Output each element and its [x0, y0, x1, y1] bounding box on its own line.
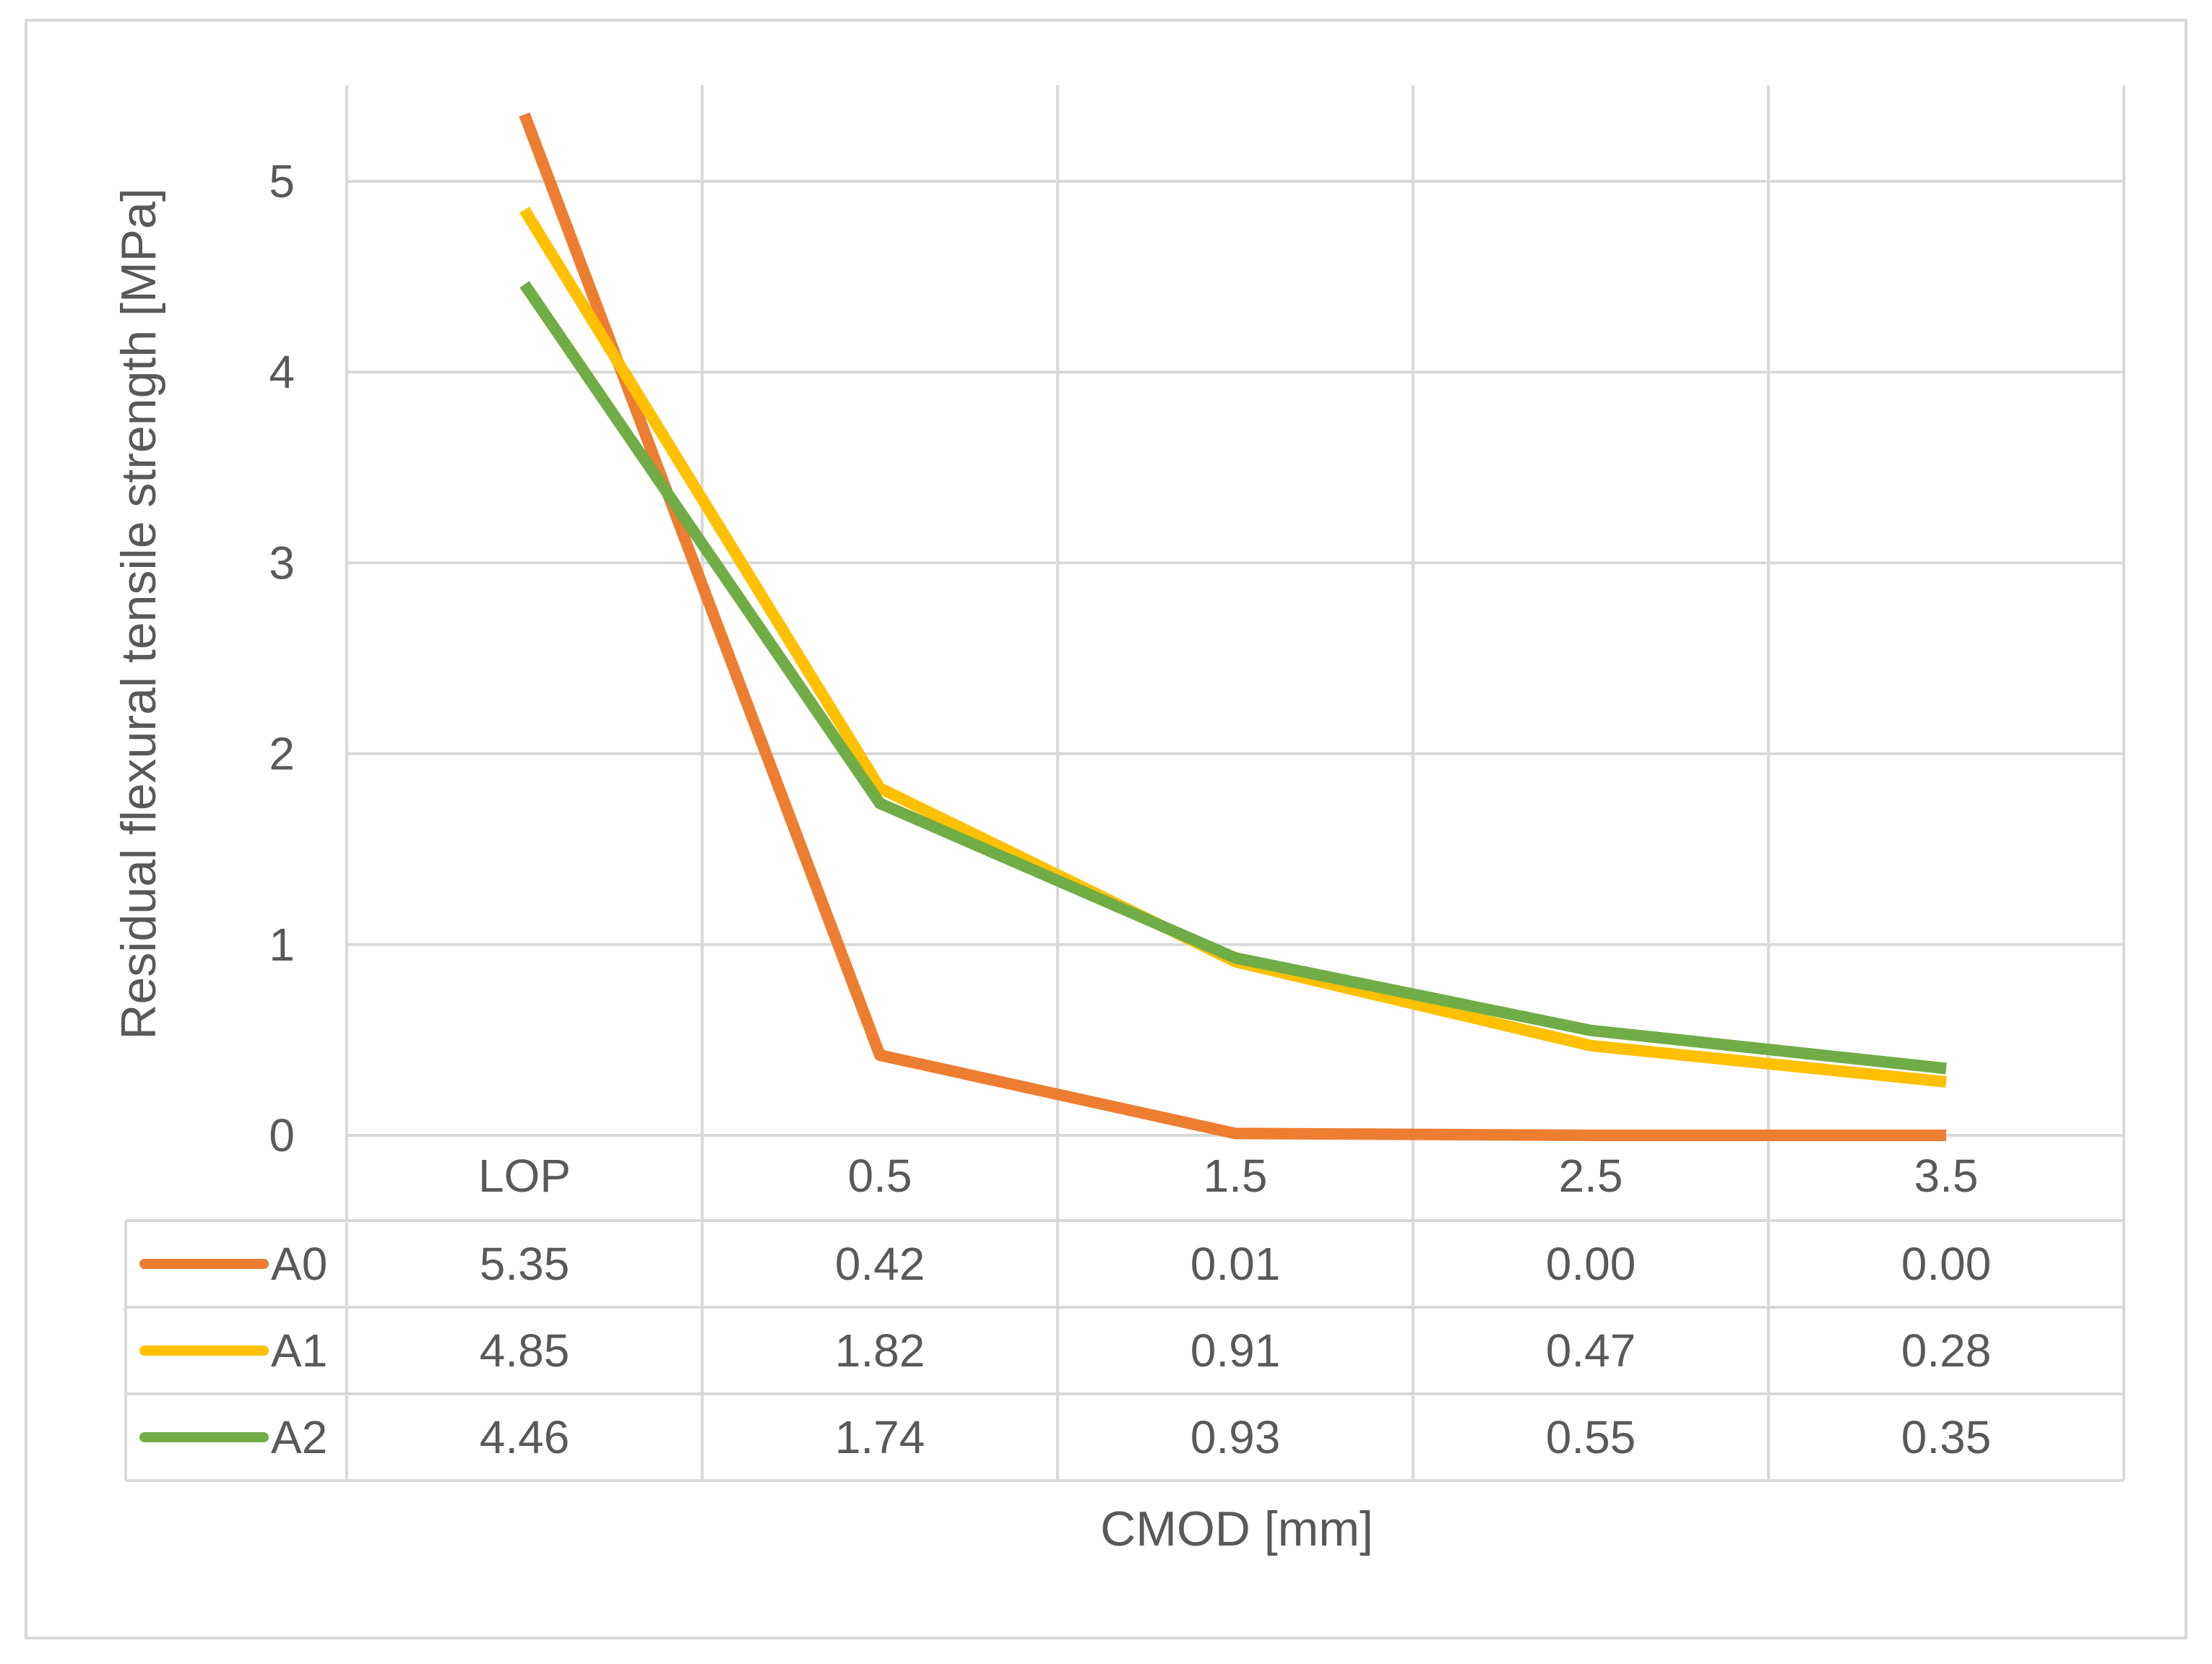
y-tick-label: 4 — [269, 346, 295, 398]
table-cell-value: 4.85 — [480, 1325, 570, 1377]
table-cell-value: 1.82 — [835, 1325, 925, 1377]
table-cell-value: 4.46 — [480, 1411, 570, 1463]
axis-labels: Residual flexural tensile strength [MPa]… — [111, 155, 1978, 1556]
y-tick-label: 2 — [269, 728, 295, 780]
table-cell-value: 1.74 — [835, 1411, 925, 1463]
y-axis-title: Residual flexural tensile strength [MPa] — [111, 188, 166, 1039]
series-line-a0 — [519, 112, 1946, 1141]
table-cell-value: 0.47 — [1546, 1325, 1636, 1377]
table-cell-value: 0.35 — [1901, 1411, 1992, 1463]
table-cell-value: 0.91 — [1191, 1325, 1281, 1377]
x-tick-label: 3.5 — [1914, 1150, 1979, 1202]
legend-label-a0: A0 — [271, 1238, 327, 1290]
data-table: A0 5.35 0.42 0.01 0.00 0.00 A1 4.85 1.82 0.91 0.47… — [124, 1219, 2124, 1482]
table-cell-value: 0.93 — [1191, 1411, 1281, 1463]
table-cell-value: 0.01 — [1191, 1238, 1281, 1290]
chart-border — [25, 19, 2187, 1639]
x-axis-title: CMOD [mm] — [1100, 1502, 1373, 1556]
table-cell-value: 0.28 — [1901, 1325, 1992, 1377]
y-tick-label: 5 — [269, 155, 295, 207]
x-tick-label: 1.5 — [1204, 1150, 1268, 1202]
y-tick-label: 3 — [269, 537, 295, 589]
x-tick-label: 2.5 — [1559, 1150, 1623, 1202]
x-tick-label: LOP — [478, 1150, 571, 1202]
series-lines — [519, 112, 1947, 1141]
table-cell-value: 0.00 — [1901, 1238, 1992, 1290]
table-cell-value: 0.42 — [835, 1238, 925, 1290]
y-tick-label: 0 — [269, 1109, 295, 1161]
legend-label-a2: A2 — [271, 1411, 327, 1463]
table-cell-value: 0.55 — [1546, 1411, 1636, 1463]
table-cell-value: 5.35 — [480, 1238, 570, 1290]
table-cell-value: 0.00 — [1546, 1238, 1636, 1290]
series-line-a2 — [519, 281, 1947, 1075]
x-tick-label: 0.5 — [848, 1150, 912, 1202]
y-tick-label: 1 — [269, 919, 295, 971]
legend-label-a1: A1 — [271, 1325, 327, 1377]
